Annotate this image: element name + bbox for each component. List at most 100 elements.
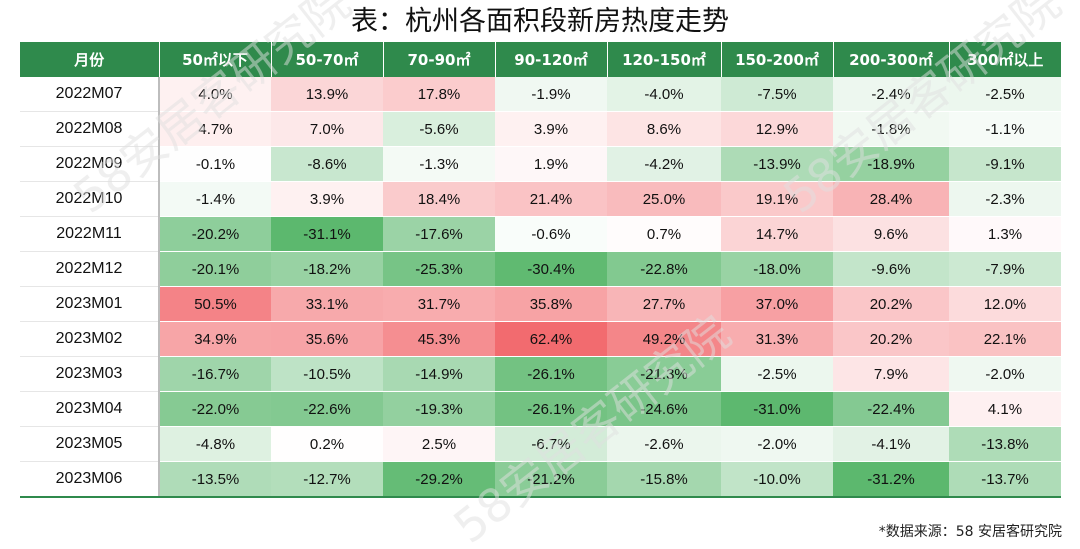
- row-label: 2023M05: [20, 426, 160, 462]
- heatmap-cell: -6.7%: [495, 426, 607, 462]
- table-row: 2023M02 34.9% 35.6% 45.3% 62.4% 49.2% 31.3% 20.…: [20, 321, 1061, 357]
- row-label: 2022M10: [20, 181, 160, 217]
- heatmap-cell: 8.6%: [607, 111, 721, 147]
- heatmap-cell: -2.6%: [607, 426, 721, 462]
- heatmap-cell: -31.2%: [833, 461, 949, 498]
- heatmap-cell: -18.2%: [271, 251, 383, 287]
- heatmap-cell: -22.0%: [159, 391, 271, 427]
- row-label: 2023M02: [20, 321, 160, 357]
- row-label: 2022M09: [20, 146, 160, 182]
- table-row: 2023M01 50.5% 33.1% 31.7% 35.8% 27.7% 37.0% 20.…: [20, 286, 1061, 322]
- heatmap-cell: 7.9%: [833, 356, 949, 392]
- heatmap-cell: -14.9%: [383, 356, 495, 392]
- heatmap-cell: -17.6%: [383, 216, 495, 252]
- heatmap-cell: 7.0%: [271, 111, 383, 147]
- heatmap-cell: -13.9%: [721, 146, 833, 182]
- heatmap-cell: -2.5%: [721, 356, 833, 392]
- heatmap-cell: 62.4%: [495, 321, 607, 357]
- column-header: 200-300㎡: [832, 42, 949, 77]
- heatmap-cell: -21.2%: [495, 461, 607, 498]
- heatmap-cell: -22.8%: [607, 251, 721, 287]
- heatmap-cell: -22.4%: [833, 391, 949, 427]
- heatmap-cell: 28.4%: [833, 181, 949, 217]
- column-header: 50㎡以下: [158, 42, 271, 77]
- heatmap-cell: 3.9%: [271, 181, 383, 217]
- heatmap-cell: 31.3%: [721, 321, 833, 357]
- heatmap-cell: 18.4%: [383, 181, 495, 217]
- column-header: 90-120㎡: [494, 42, 607, 77]
- heatmap-cell: -8.6%: [271, 146, 383, 182]
- heatmap-cell: -31.1%: [271, 216, 383, 252]
- column-header: 150-200㎡: [720, 42, 833, 77]
- heatmap-cell: -13.8%: [949, 426, 1061, 462]
- table-row: 2022M11 -20.2% -31.1% -17.6% -0.6% 0.7% 14.7% 9…: [20, 216, 1061, 252]
- heatmap-cell: -2.5%: [949, 77, 1061, 112]
- heatmap-cell: -1.9%: [495, 77, 607, 112]
- heatmap-cell: 17.8%: [383, 77, 495, 112]
- heatmap-cell: 35.8%: [495, 286, 607, 322]
- heatmap-cell: 31.7%: [383, 286, 495, 322]
- heatmap-cell: -4.1%: [833, 426, 949, 462]
- heatmap-cell: 20.2%: [833, 321, 949, 357]
- row-label: 2023M06: [20, 461, 160, 498]
- source-note: *数据来源：58 安居客研究院: [878, 524, 1062, 540]
- table-row: 2023M06 -13.5% -12.7% -29.2% -21.2% -15.8% -10…: [20, 461, 1061, 498]
- heatmap-cell: -1.1%: [949, 111, 1061, 147]
- table-row: 2022M12 -20.1% -18.2% -25.3% -30.4% -22.8% -18…: [20, 251, 1061, 287]
- heatmap-cell: -15.8%: [607, 461, 721, 498]
- row-label: 2022M07: [20, 77, 160, 112]
- row-label: 2023M01: [20, 286, 160, 322]
- table-row: 2022M08 4.7% 7.0% -5.6% 3.9% 8.6% 12.9% -1.8% -1…: [20, 111, 1061, 147]
- heatmap-cell: -26.1%: [495, 391, 607, 427]
- heatmap-cell: -31.0%: [721, 391, 833, 427]
- table-row: 2022M09 -0.1% -8.6% -1.3% 1.9% -4.2% -13.9% -18…: [20, 146, 1061, 182]
- heatmap-cell: -2.0%: [721, 426, 833, 462]
- table-row: 2023M05 -4.8% 0.2% 2.5% -6.7% -2.6% -2.0% -4.1%…: [20, 426, 1061, 462]
- heatmap-cell: -10.5%: [271, 356, 383, 392]
- heatmap-cell: -1.8%: [833, 111, 949, 147]
- heatmap-cell: 33.1%: [271, 286, 383, 322]
- table-row: 2023M03 -16.7% -10.5% -14.9% -26.1% -21.3% -2.…: [20, 356, 1061, 392]
- header-row: 月份 50㎡以下 50-70㎡ 70-90㎡ 90-120㎡ 120-150㎡ 150-2…: [20, 42, 1061, 77]
- heatmap-cell: -25.3%: [383, 251, 495, 287]
- heatmap-cell: 0.2%: [271, 426, 383, 462]
- row-label: 2022M11: [20, 216, 160, 252]
- heatmap-cell: 50.5%: [159, 286, 271, 322]
- table-row: 2022M10 -1.4% 3.9% 18.4% 21.4% 25.0% 19.1% 28.4…: [20, 181, 1061, 217]
- corner-header: 月份: [20, 42, 159, 77]
- heatmap-cell: 14.7%: [721, 216, 833, 252]
- heatmap-cell: -0.6%: [495, 216, 607, 252]
- row-label: 2023M04: [20, 391, 160, 427]
- heatmap-cell: 37.0%: [721, 286, 833, 322]
- heatmap-cell: -13.7%: [949, 461, 1061, 498]
- heatmap-cell: 12.0%: [949, 286, 1061, 322]
- heatmap-cell: -10.0%: [721, 461, 833, 498]
- heatmap-cell: -2.3%: [949, 181, 1061, 217]
- heatmap-cell: 4.1%: [949, 391, 1061, 427]
- heatmap-cell: 4.7%: [159, 111, 271, 147]
- row-label: 2022M08: [20, 111, 160, 147]
- heatmap-cell: 27.7%: [607, 286, 721, 322]
- column-header: 300㎡以上: [948, 42, 1061, 77]
- heatmap-cell: -2.0%: [949, 356, 1061, 392]
- heatmap-cell: 13.9%: [271, 77, 383, 112]
- heatmap-cell: 4.0%: [159, 77, 271, 112]
- heatmap-cell: -7.9%: [949, 251, 1061, 287]
- heatmap-cell: -20.2%: [159, 216, 271, 252]
- heatmap-cell: -22.6%: [271, 391, 383, 427]
- heatmap-cell: -9.6%: [833, 251, 949, 287]
- heatmap-cell: -19.3%: [383, 391, 495, 427]
- heatmap-cell: -4.2%: [607, 146, 721, 182]
- heatmap-cell: 1.3%: [949, 216, 1061, 252]
- heatmap-cell: -30.4%: [495, 251, 607, 287]
- table-row: 2022M07 4.0% 13.9% 17.8% -1.9% -4.0% -7.5% -2.4…: [20, 77, 1061, 112]
- heatmap-cell: 22.1%: [949, 321, 1061, 357]
- heatmap-cell: -0.1%: [159, 146, 271, 182]
- heatmap-cell: -1.4%: [159, 181, 271, 217]
- heatmap-cell: -5.6%: [383, 111, 495, 147]
- heatmap-cell: 9.6%: [833, 216, 949, 252]
- heatmap-cell: -29.2%: [383, 461, 495, 498]
- heatmap-cell: 1.9%: [495, 146, 607, 182]
- heatmap-cell: 19.1%: [721, 181, 833, 217]
- heatmap-cell: 12.9%: [721, 111, 833, 147]
